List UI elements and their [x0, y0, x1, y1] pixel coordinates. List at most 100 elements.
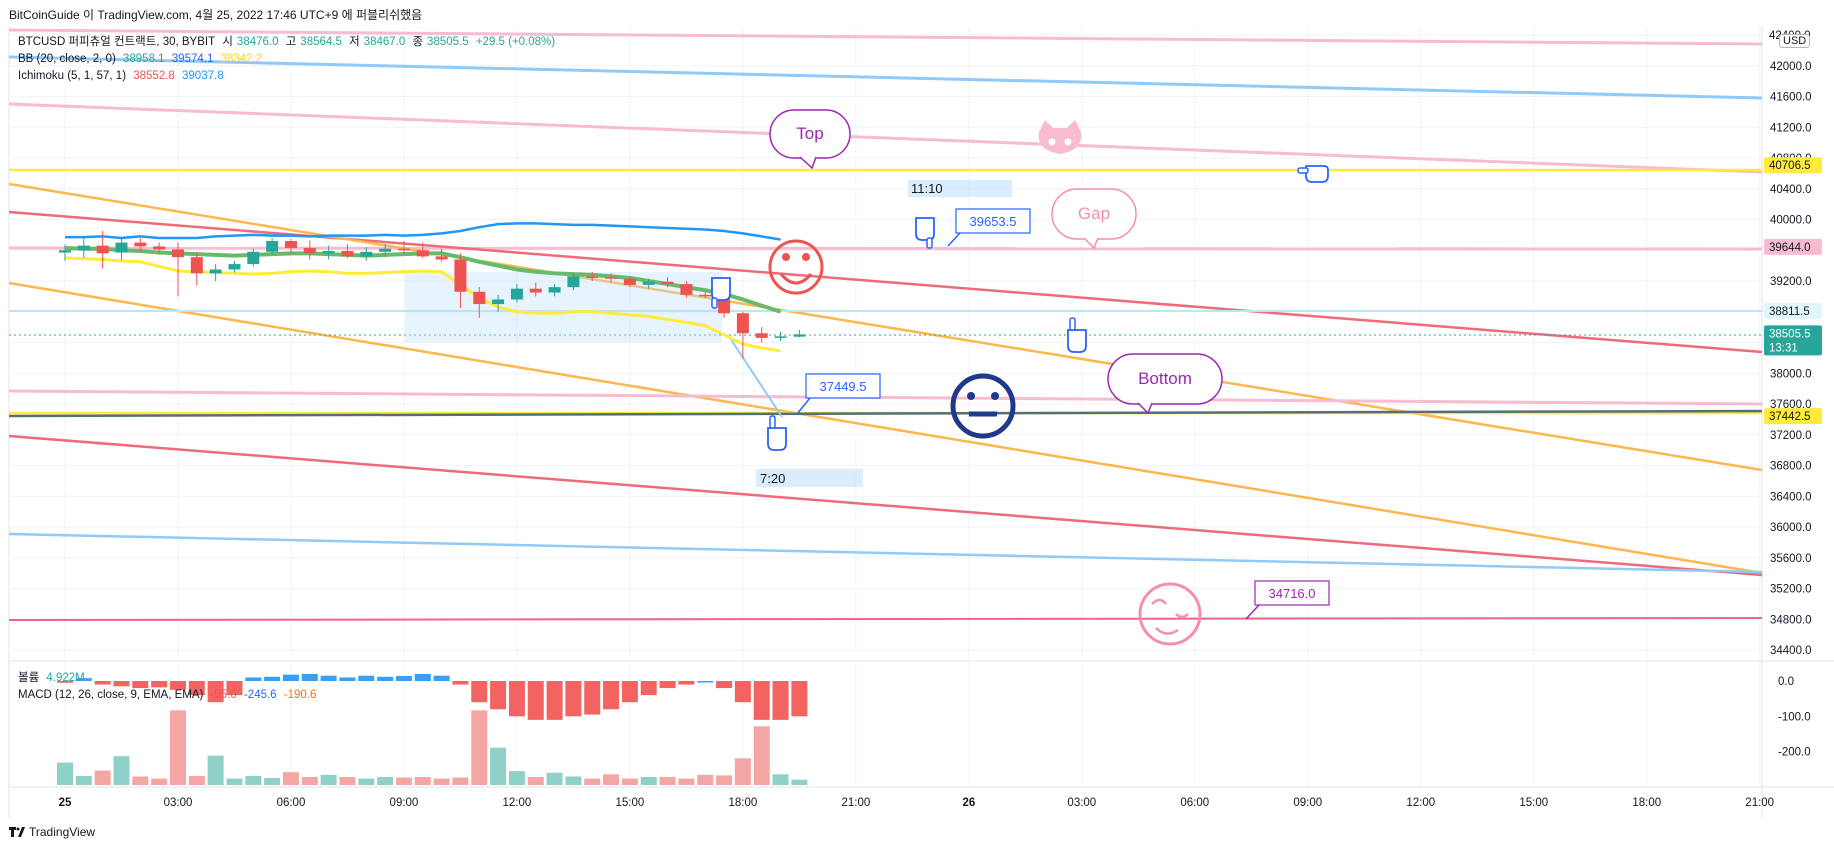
- projection-box[interactable]: [405, 272, 722, 342]
- macd-bar: [678, 681, 695, 685]
- red-lower-trendline[interactable]: [8, 434, 1763, 577]
- candle-body: [247, 251, 260, 265]
- time-note-1110-box: [908, 180, 1012, 197]
- macd-bar: [282, 674, 299, 681]
- red-upper-trendline[interactable]: [8, 210, 1763, 354]
- price-note-34716-box: [1254, 580, 1330, 606]
- legend-bb-upper: 39574.1: [171, 53, 214, 65]
- pink-upper-trendline[interactable]: [8, 102, 1763, 174]
- legend-ichimoku-label: Ichimoku (5, 1, 57, 1): [18, 70, 127, 82]
- price-note-39653-box: [955, 208, 1031, 234]
- price-tick-label: 36800.0: [1770, 461, 1812, 473]
- volume-bar: [377, 777, 394, 785]
- price-tag-countdown: 13:31: [1769, 342, 1798, 354]
- candle-body: [303, 247, 316, 254]
- pink-gap-line[interactable]: [8, 246, 1763, 251]
- candle-body: [228, 264, 241, 270]
- legend-volume-row[interactable]: 볼륨 4.922M: [18, 670, 320, 687]
- candle-body: [435, 256, 448, 260]
- projection-arrow-line[interactable]: [729, 337, 783, 418]
- price-tag-label: 38505.5: [1769, 328, 1811, 340]
- dizzy-face-icon[interactable]: [1138, 582, 1202, 646]
- volume-bar: [169, 710, 186, 785]
- legend-bb-row[interactable]: BB (20, close, 2, 0) 38958.1 39574.1 383…: [18, 51, 559, 68]
- volume-bar: [226, 778, 243, 785]
- volume-bar: [697, 774, 714, 785]
- price-note-39653[interactable]: 39653.5: [947, 208, 1031, 247]
- blue-lower-trendline[interactable]: [8, 532, 1763, 574]
- candle-body: [416, 250, 429, 257]
- volume-bar: [753, 726, 770, 785]
- price-tag: [1764, 325, 1822, 356]
- smiley-face-icon[interactable]: [768, 239, 824, 295]
- dark-support-trendline[interactable]: [8, 409, 1763, 418]
- hand-pointer-icon[interactable]: [1067, 317, 1087, 353]
- time-note-720[interactable]: 7:20: [756, 469, 863, 487]
- macd-bar: [188, 681, 205, 696]
- macd-bar: [207, 681, 224, 703]
- bottom-bubble[interactable]: Bottom: [1107, 353, 1223, 415]
- macd-bar: [75, 678, 92, 681]
- price-tick-label: 40400.0: [1770, 184, 1812, 196]
- volume-bar: [471, 710, 488, 785]
- candle-body: [115, 242, 128, 253]
- macd-bar: [621, 681, 638, 703]
- legend-ichimoku-2: 39037.8: [182, 70, 224, 82]
- macd-bar: [772, 681, 789, 720]
- orange-upper-channel[interactable]: [8, 182, 1763, 472]
- pink-bottom-line[interactable]: [8, 617, 1763, 621]
- pink-lower-trendline[interactable]: [8, 389, 1763, 406]
- gap-bubble[interactable]: Gap: [1051, 188, 1137, 250]
- time-note-1110[interactable]: 11:10: [908, 180, 1012, 197]
- macd-bar: [527, 681, 544, 720]
- hand-pointer-icon[interactable]: [711, 277, 731, 309]
- macd-bar: [584, 681, 601, 715]
- dizzy-mouth: [1155, 627, 1179, 635]
- candle-body: [341, 251, 354, 257]
- cat-eye-right: [1064, 138, 1072, 146]
- volume-bar: [433, 778, 450, 785]
- time-note-720-text: 7:20: [760, 471, 785, 486]
- hand-palm: [1305, 165, 1329, 183]
- candle-body: [774, 336, 787, 338]
- volume-bar: [565, 776, 582, 785]
- volume-bar: [94, 770, 111, 785]
- price-tag-label: 39644.0: [1769, 242, 1811, 254]
- hand-pointer-icon[interactable]: [915, 217, 935, 249]
- candle-body: [623, 278, 636, 285]
- legend-ichimoku-row[interactable]: Ichimoku (5, 1, 57, 1) 38552.8 39037.8: [18, 68, 559, 85]
- dizzy-eye-left: [1151, 598, 1167, 605]
- legend-macd-row[interactable]: MACD (12, 26, close, 9, EMA, EMA) -55.0 …: [18, 687, 320, 704]
- macd-bar: [169, 681, 186, 690]
- currency-badge[interactable]: USD: [1779, 34, 1811, 48]
- candle-body: [793, 334, 806, 337]
- hand-pointer-icon[interactable]: [1297, 165, 1329, 183]
- blue-upper-trendline[interactable]: [8, 55, 1763, 100]
- cat-face-icon[interactable]: [1038, 120, 1082, 154]
- macd-bar: [358, 675, 375, 681]
- footer-brand[interactable]: TradingView: [9, 825, 95, 839]
- price-note-37449-text: 37449.5: [820, 379, 867, 394]
- legend-volume-label: 볼륨: [18, 672, 40, 684]
- neutral-face-icon[interactable]: [950, 373, 1016, 439]
- price-note-37449[interactable]: 37449.5: [796, 373, 881, 415]
- pink-top-trendline[interactable]: [8, 28, 1763, 46]
- volume-bar: [188, 775, 205, 785]
- price-note-34716[interactable]: 34716.0: [1245, 580, 1330, 620]
- top-bubble[interactable]: Top: [769, 109, 851, 170]
- hand-pointer-icon[interactable]: [767, 415, 787, 451]
- legend-macd-1: -55.0: [210, 689, 237, 701]
- macd-axis: 0.0 -100.0 -200.0: [1778, 676, 1811, 759]
- candle-body: [548, 287, 561, 293]
- volume-bar: [603, 774, 620, 785]
- time-note-720-box: [756, 469, 863, 487]
- macd-tick-label: -100.0: [1778, 711, 1811, 723]
- volume-bar: [791, 779, 808, 785]
- legend-open: 38476.0: [236, 36, 279, 48]
- drawing-layer[interactable]: [8, 28, 1763, 621]
- volume-bar: [716, 775, 733, 785]
- time-tick-label: 06:00: [1180, 797, 1209, 809]
- orange-lower-channel[interactable]: [8, 281, 1763, 575]
- time-axis[interactable]: 25 03:00 06:00 09:00 12:00 15:00 18:00 21:00 26 0…: [59, 797, 1774, 809]
